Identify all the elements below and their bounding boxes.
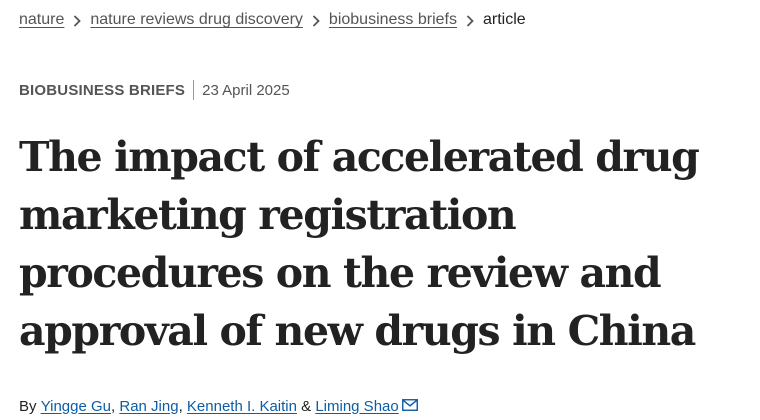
author-separator: & <box>296 397 316 415</box>
mail-icon[interactable] <box>401 398 418 415</box>
chevron-right-icon <box>64 8 90 32</box>
chevron-right-icon <box>303 8 329 32</box>
author-list: By Yingge Gu , Ran Jing , Kenneth I. Kai… <box>19 394 418 418</box>
author-link-yingge-gu[interactable]: Yingge Gu <box>40 397 112 415</box>
breadcrumb-link-nature[interactable]: nature <box>19 11 65 28</box>
breadcrumb-current: article <box>483 11 526 28</box>
author-link-kenneth-kaitin[interactable]: Kenneth I. Kaitin <box>186 397 297 415</box>
article-meta: BioBusiness Briefs 23 April 2025 <box>19 78 290 102</box>
breadcrumb-link-section[interactable]: biobusiness briefs <box>328 11 457 28</box>
article-title: The impact of accelerated drug marketing… <box>19 133 700 355</box>
author-separator: , <box>111 397 120 415</box>
breadcrumb-link-journal[interactable]: nature reviews drug discovery <box>90 11 303 28</box>
author-separator: , <box>178 397 187 415</box>
author-link-ran-jing[interactable]: Ran Jing <box>119 397 179 415</box>
byline-prefix: By <box>19 397 41 415</box>
author-link-liming-shao[interactable]: Liming Shao <box>315 397 399 415</box>
meta-divider <box>193 80 195 100</box>
publication-date: 23 April 2025 <box>202 81 290 99</box>
article-type: BioBusiness Briefs <box>19 81 186 99</box>
chevron-right-icon <box>457 8 483 32</box>
breadcrumb: nature nature reviews drug discovery bio… <box>19 8 526 32</box>
